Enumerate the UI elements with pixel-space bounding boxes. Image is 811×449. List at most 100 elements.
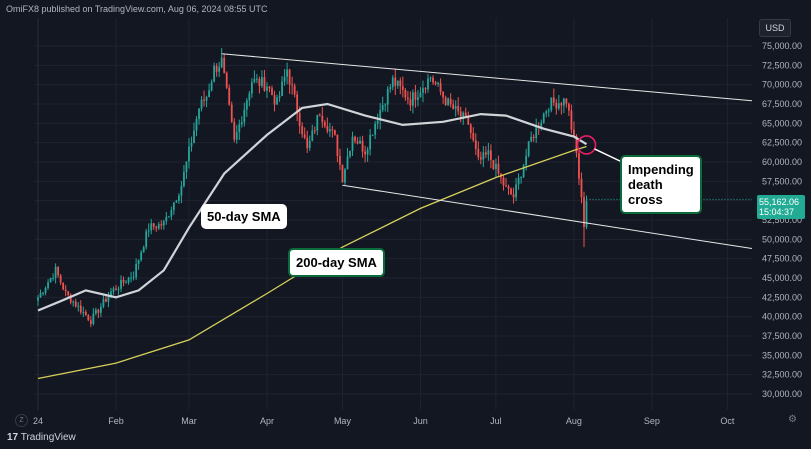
y-tick-label: 32,500.00: [762, 370, 802, 380]
candle-body: [112, 288, 115, 292]
candle-body: [361, 140, 364, 152]
candle-body: [326, 126, 329, 132]
candle-body: [263, 77, 266, 91]
candle-body: [238, 124, 241, 133]
candle-body: [434, 82, 437, 85]
currency-label[interactable]: USD: [759, 19, 791, 37]
y-tick-label: 70,000.00: [762, 80, 802, 90]
candle-body: [52, 277, 54, 279]
candle-body: [555, 102, 558, 109]
candle-body: [276, 97, 278, 105]
candle-body: [578, 153, 580, 179]
y-tick-label: 65,000.00: [762, 118, 802, 128]
y-tick-label: 45,000.00: [762, 273, 802, 283]
candle-body: [346, 156, 349, 170]
candle-body: [288, 69, 291, 85]
candle-body: [205, 97, 208, 101]
y-tick-label: 72,500.00: [762, 60, 802, 70]
candle-body: [250, 82, 253, 94]
y-tick-label: 60,000.00: [762, 157, 802, 167]
candle-body: [92, 313, 95, 324]
candle-body: [334, 130, 336, 135]
candle-body: [321, 115, 324, 123]
candle-body: [195, 118, 198, 131]
candle-body: [512, 194, 515, 198]
candle-body: [283, 76, 286, 82]
candle-body: [110, 291, 112, 297]
candle-body: [394, 77, 397, 86]
candle-body: [243, 109, 246, 123]
candle-body: [233, 121, 236, 140]
candle-body: [100, 306, 102, 313]
candle-body: [583, 197, 585, 228]
candle-body: [193, 130, 195, 144]
candle-body: [140, 252, 143, 261]
candle-body: [155, 226, 158, 229]
candle-body: [135, 263, 138, 278]
candle-body: [429, 77, 432, 79]
candle-body: [303, 134, 306, 138]
candle-body: [165, 216, 168, 222]
candle-body: [406, 97, 409, 100]
candle-body: [49, 277, 52, 283]
candle-body: [102, 298, 105, 307]
candle-body: [432, 77, 434, 83]
candle-body: [167, 216, 170, 218]
death-cross-pointer: [594, 148, 623, 163]
candle-body: [84, 311, 87, 316]
candle-body: [152, 223, 155, 227]
candle-body: [281, 81, 283, 96]
candle-body: [366, 149, 369, 155]
candle-body: [452, 104, 455, 109]
candle-body: [442, 92, 444, 98]
death-cross-callout: Impending death cross: [620, 155, 702, 214]
candle-body: [89, 320, 92, 324]
candle-body: [354, 136, 356, 142]
candle-body: [59, 275, 62, 283]
sma50-callout: 50-day SMA: [201, 204, 287, 229]
candle-body: [356, 141, 359, 144]
candle-body: [266, 86, 268, 91]
candle-body: [565, 98, 568, 104]
candle-body: [162, 221, 165, 226]
candle-body: [190, 143, 193, 147]
candle-body: [459, 111, 462, 117]
candle-body: [230, 104, 233, 122]
candle-body: [401, 86, 404, 90]
candle-body: [492, 159, 495, 170]
candle-body: [150, 223, 153, 231]
candle-body: [457, 106, 460, 112]
candle-body: [185, 161, 188, 173]
channel-upper-line: [221, 53, 753, 102]
candle-body: [120, 279, 122, 289]
candle-body: [311, 130, 314, 141]
candle-body: [376, 120, 379, 124]
candle-body: [527, 141, 530, 156]
candle-body: [301, 125, 304, 135]
candle-body: [467, 116, 470, 125]
candle-body: [339, 155, 341, 165]
candle-body: [487, 150, 490, 155]
candle-body: [44, 287, 47, 293]
candle-body: [125, 282, 127, 284]
candle-body: [213, 65, 216, 82]
candle-body: [223, 57, 226, 73]
candle-body: [490, 150, 492, 160]
candle-body: [215, 65, 218, 72]
y-tick-label: 57,500.00: [762, 176, 802, 186]
candle-body: [115, 288, 117, 290]
candle-body: [560, 103, 563, 106]
y-tick-label: 62,500.00: [762, 138, 802, 148]
candle-body: [47, 282, 49, 288]
z-button-icon[interactable]: Z: [15, 414, 28, 427]
candle-body: [313, 130, 316, 132]
candle-body: [386, 88, 389, 105]
candle-body: [248, 93, 251, 101]
candle-body: [228, 87, 231, 105]
candle-body: [545, 111, 548, 114]
gear-icon[interactable]: ⚙: [788, 414, 797, 425]
candle-body: [203, 99, 205, 101]
footer-brand[interactable]: 17 TradingView: [7, 432, 76, 443]
candle-body: [449, 98, 452, 105]
